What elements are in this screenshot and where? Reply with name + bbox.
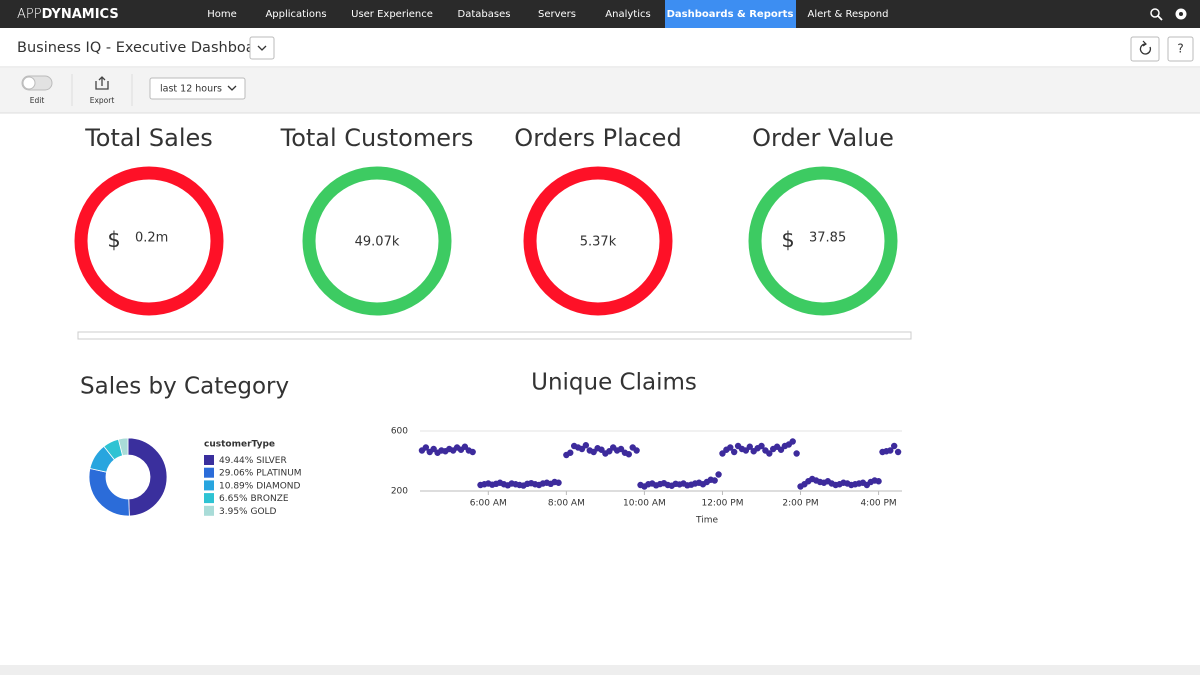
- export-icon[interactable]: [95, 76, 109, 90]
- chart-title: Sales by Category: [80, 374, 289, 400]
- point: [894, 448, 902, 456]
- point: [625, 451, 633, 458]
- kpi-value: 37.85: [809, 231, 846, 246]
- legend-category: SILVER: [256, 456, 287, 466]
- kpi-ring: [302, 166, 452, 316]
- y-tick-label: 600: [391, 427, 408, 437]
- search-icon[interactable]: [1150, 8, 1163, 21]
- legend-item: 10.89% DIAMOND: [219, 481, 301, 491]
- kpi-prefix: $: [781, 228, 794, 252]
- x-tick-label: 10:00 AM: [623, 499, 666, 509]
- brand-light: APP: [17, 7, 42, 22]
- help-label[interactable]: ?: [1177, 42, 1183, 56]
- kpi-title: Total Customers: [280, 124, 474, 152]
- legend-value: 6.65%: [219, 494, 248, 504]
- kpi-ring: [74, 166, 224, 316]
- header: [0, 28, 1200, 67]
- export-label[interactable]: Export: [90, 96, 115, 105]
- point: [875, 478, 882, 485]
- x-tick-label: 4:00 PM: [860, 499, 896, 509]
- legend-swatch: [204, 455, 214, 465]
- kpi-ring: [523, 166, 673, 316]
- legend-item: 49.44% SILVER: [219, 456, 287, 466]
- donut-slice: [127, 437, 168, 517]
- nav-item[interactable]: Alert & Respond: [808, 9, 889, 20]
- nav-active: [665, 0, 796, 28]
- kpi-value: 0.2m: [135, 231, 168, 246]
- x-tick-label: 8:00 AM: [548, 499, 585, 509]
- brand: APPDYNAMICS: [17, 7, 119, 22]
- legend-category: DIAMOND: [256, 481, 300, 491]
- kpi-prefix: $: [107, 228, 120, 252]
- nav-item[interactable]: Databases: [458, 9, 511, 20]
- nav-item[interactable]: Dashboards & Reports: [667, 9, 794, 20]
- brand-bold: DYNAMICS: [42, 7, 119, 22]
- nav-item[interactable]: User Experience: [351, 9, 433, 20]
- legend-swatch: [204, 493, 214, 504]
- help-button[interactable]: ?: [1167, 36, 1194, 62]
- kpi-title: Total Sales: [84, 124, 213, 152]
- x-tick-label: 12:00 PM: [701, 499, 743, 509]
- point: [766, 450, 773, 457]
- kpi-value: 49.07k: [355, 235, 400, 250]
- point: [469, 448, 476, 456]
- kpi-title: Order Value: [752, 124, 894, 152]
- nav-item[interactable]: Home: [207, 9, 237, 20]
- legend-category: BRONZE: [250, 494, 288, 504]
- edit-label[interactable]: Edit: [30, 96, 45, 105]
- nav-item[interactable]: Analytics: [605, 9, 650, 20]
- donut-slice: [117, 437, 129, 457]
- point: [555, 479, 562, 486]
- settings-icon[interactable]: [1175, 8, 1187, 20]
- point: [727, 444, 734, 451]
- legend-swatch: [204, 467, 214, 478]
- legend-swatch: [204, 505, 214, 516]
- legend-value: 10.89%: [219, 481, 254, 491]
- x-tick-label: 2:00 PM: [782, 499, 818, 509]
- point: [758, 442, 765, 450]
- kpi-title: Orders Placed: [514, 124, 681, 152]
- legend-category: GOLD: [250, 506, 276, 516]
- point: [887, 447, 894, 454]
- legend-item: 29.06% PLATINUM: [219, 468, 302, 478]
- point: [730, 448, 738, 456]
- point: [746, 443, 753, 450]
- dashboard-title: Business IQ - Executive Dashboard: [17, 40, 270, 56]
- time-range-label[interactable]: last 12 hours: [160, 84, 222, 95]
- point: [422, 444, 430, 451]
- point: [715, 471, 722, 478]
- nav-item[interactable]: Applications: [265, 9, 326, 20]
- legend-swatch: [204, 480, 214, 491]
- edit-toggle[interactable]: [21, 75, 53, 91]
- nav-item[interactable]: Servers: [538, 9, 576, 20]
- legend-value: 29.06%: [219, 468, 254, 478]
- refresh-button[interactable]: [1130, 36, 1160, 62]
- x-tick-label: 6:00 AM: [470, 499, 507, 509]
- footer-strip: [0, 665, 1200, 675]
- point: [582, 442, 590, 449]
- point: [890, 442, 898, 450]
- point: [633, 447, 640, 454]
- kpi-value: 5.37k: [580, 235, 617, 250]
- y-tick-label: 200: [391, 487, 408, 497]
- chart-title: Unique Claims: [531, 370, 697, 396]
- legend-title: customerType: [204, 440, 275, 450]
- legend-item: 6.65% BRONZE: [219, 494, 289, 504]
- legend-value: 3.95%: [219, 506, 248, 516]
- legend-item: 3.95% GOLD: [219, 506, 277, 516]
- point: [789, 438, 796, 445]
- legend-category: PLATINUM: [256, 468, 301, 478]
- point: [567, 449, 574, 456]
- time-range-dropdown[interactable]: [149, 77, 246, 100]
- kpi-ring: [748, 166, 898, 316]
- kpi-divider: [77, 331, 912, 340]
- legend-value: 49.44%: [219, 456, 254, 466]
- nav-bar: [0, 0, 1200, 28]
- x-axis-label: Time: [695, 516, 718, 526]
- point: [711, 477, 718, 484]
- point: [793, 450, 800, 457]
- title-dropdown[interactable]: [249, 36, 275, 60]
